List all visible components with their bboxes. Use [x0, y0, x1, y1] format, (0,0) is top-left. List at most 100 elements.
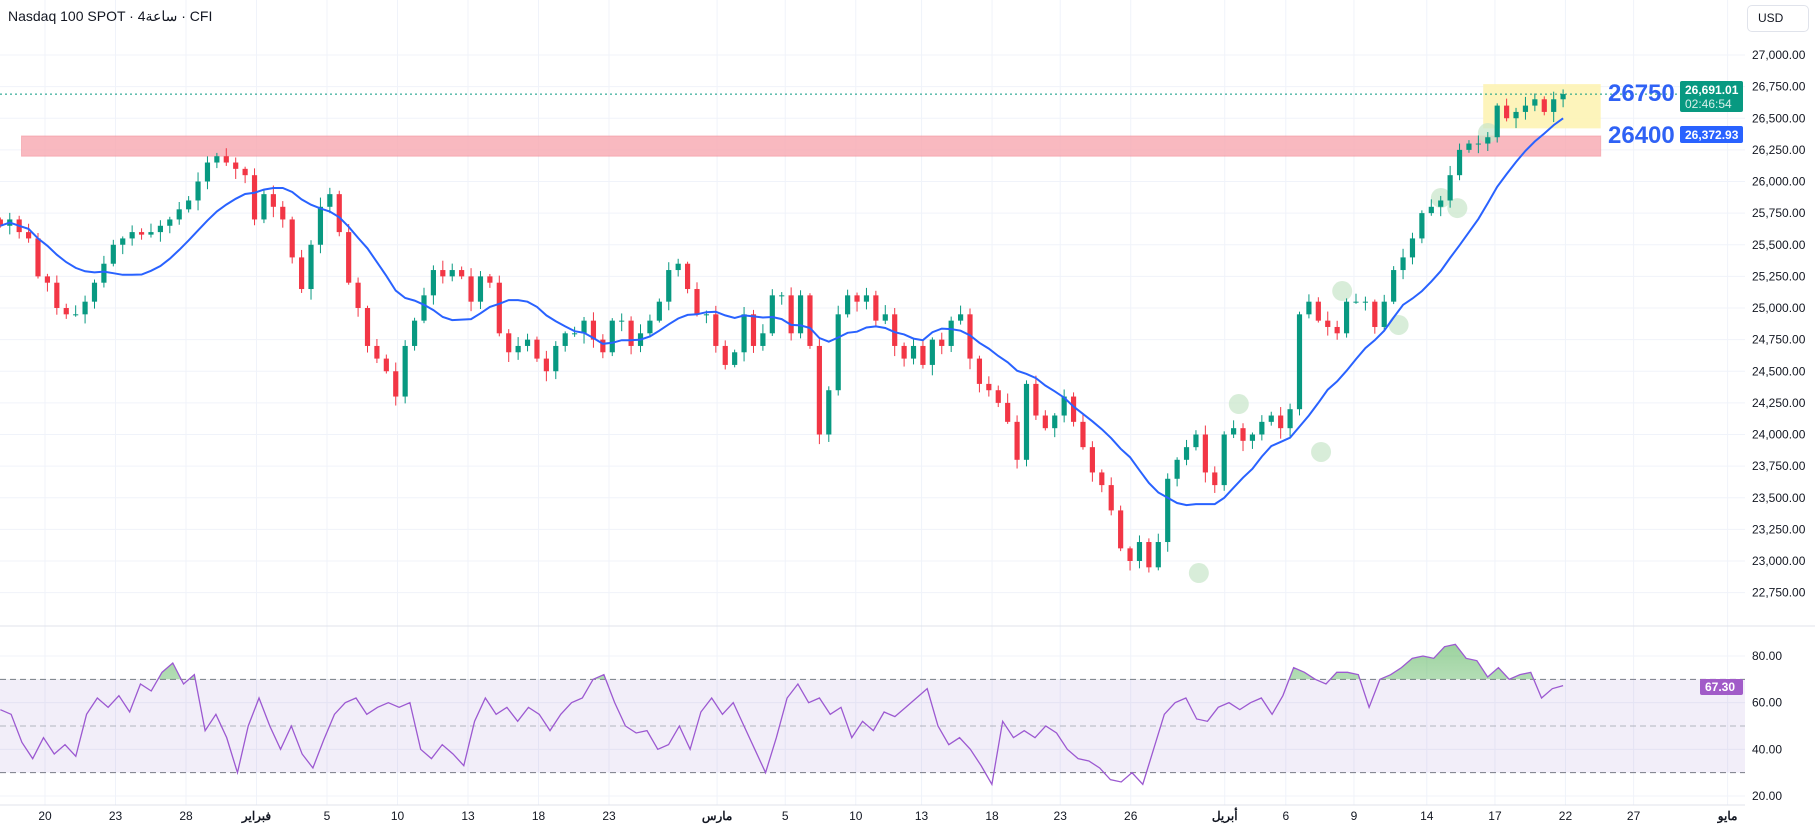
candle-down	[1541, 99, 1547, 112]
pivot-marker	[1311, 441, 1332, 462]
candle-up	[1136, 542, 1143, 561]
ma-value: 26,372.93	[1685, 128, 1739, 142]
candle-up	[769, 295, 775, 334]
time-tick-label: أبريل	[1212, 808, 1238, 824]
candle-up	[421, 295, 427, 321]
candle-down	[289, 219, 295, 258]
pivot-markers	[1188, 123, 1498, 584]
time-tick-label: 6	[1282, 809, 1289, 823]
candle-up	[845, 295, 851, 315]
candle-down	[590, 320, 597, 340]
candle-down	[1014, 421, 1020, 460]
candle-up	[1494, 105, 1500, 138]
rsi-tick-label: 80.00	[1752, 649, 1782, 663]
time-tick-label: 23	[109, 809, 123, 823]
candle-down	[251, 175, 258, 220]
candle-up	[1551, 99, 1557, 112]
candle-up	[148, 232, 154, 235]
price-tick-label: 25,750.00	[1752, 206, 1806, 220]
rsi-value: 67.30	[1705, 680, 1735, 694]
time-tick-label: 5	[324, 809, 331, 823]
symbol-title[interactable]: Nasdaq 100 SPOT · 4ساعة · CFI	[8, 8, 213, 24]
time-tick-label: 23	[1054, 809, 1068, 823]
candle-up	[195, 181, 201, 201]
time-tick-label: 18	[985, 809, 999, 823]
price-tick-label: 24,250.00	[1752, 396, 1806, 410]
candle-up	[1249, 434, 1256, 441]
candle-down	[1080, 421, 1086, 448]
candle-down	[1504, 105, 1510, 119]
time-tick-label: 10	[849, 809, 863, 823]
candle-up	[562, 333, 568, 346]
bar-countdown: 02:46:54	[1685, 97, 1732, 111]
candle-up	[826, 390, 832, 435]
candle-up	[1306, 301, 1312, 315]
candle-up	[1428, 206, 1434, 214]
rsi-pane	[0, 643, 1745, 787]
price-tick-label: 26,500.00	[1752, 111, 1806, 125]
candle-up	[835, 314, 841, 391]
candle-down	[1118, 510, 1124, 549]
candle-down	[1240, 428, 1246, 441]
currency-button[interactable]: USD	[1747, 5, 1809, 32]
candle-down	[534, 339, 540, 359]
candle-up	[82, 301, 88, 315]
time-axis[interactable]: 20 23 28 فبراير 5 10 13 18 23 مارس 5 10 13 18 23 26 أبري…	[0, 804, 1745, 824]
candle-up	[1343, 301, 1350, 334]
price-tick-label: 23,750.00	[1752, 459, 1806, 473]
time-tick-label: مارس	[702, 809, 733, 824]
candle-up	[1193, 434, 1199, 448]
candle-down	[364, 308, 371, 346]
candle-up	[1456, 149, 1463, 176]
candle-up	[1419, 213, 1425, 239]
time-tick-label: 23	[602, 809, 616, 823]
candle-down	[44, 276, 51, 283]
candle-up	[666, 270, 672, 302]
candle-up	[948, 320, 954, 346]
rsi-overbought-fill	[0, 644, 1564, 680]
price-tick-label: 26,000.00	[1752, 175, 1806, 189]
candle-down	[1146, 542, 1152, 568]
candle-down	[0, 219, 3, 226]
candle-up	[958, 314, 964, 321]
candle-up	[779, 295, 785, 297]
candle-up	[1466, 143, 1472, 150]
price-tick-label: 23,500.00	[1752, 491, 1806, 505]
candle-up	[929, 339, 935, 365]
candle-up	[402, 345, 408, 397]
candle-up	[167, 219, 173, 226]
candle-down	[816, 345, 822, 435]
price-axis[interactable]: 27,000.00 26,750.00 26,500.00 26,250.00 26,0…	[1752, 48, 1806, 600]
candle-up	[609, 320, 615, 353]
rsi-tick-label: 40.00	[1752, 742, 1782, 756]
candle-up	[553, 345, 559, 372]
candle-down	[807, 295, 813, 346]
candle-up	[1381, 301, 1387, 327]
candle-down	[1202, 434, 1208, 473]
candle-up	[741, 314, 747, 353]
candle-down	[1315, 301, 1321, 321]
time-tick-label: 14	[1420, 809, 1434, 823]
candle-down	[487, 276, 493, 283]
candle-down	[54, 282, 60, 308]
ma-value-badge: 26,372.93	[1680, 126, 1743, 143]
zones	[21, 84, 1602, 157]
candle-up	[129, 232, 135, 239]
candle-down	[684, 263, 691, 290]
candle-down	[336, 194, 342, 233]
resistance-level-label: 26750	[1608, 80, 1675, 107]
candle-up	[1409, 238, 1416, 258]
candle-down	[628, 320, 634, 346]
candle-up	[1174, 459, 1180, 479]
candle-down	[543, 358, 549, 372]
price-tick-label: 24,750.00	[1752, 333, 1806, 347]
candle-up	[73, 314, 79, 316]
candle-up	[882, 314, 888, 321]
price-tick-label: 23,000.00	[1752, 554, 1806, 568]
candle-up	[449, 270, 455, 277]
candle-down	[788, 295, 794, 334]
candle-down	[346, 232, 352, 283]
candle-up	[1353, 301, 1359, 303]
rsi-axis[interactable]: 80.00 60.00 40.00 20.00	[1752, 649, 1782, 803]
